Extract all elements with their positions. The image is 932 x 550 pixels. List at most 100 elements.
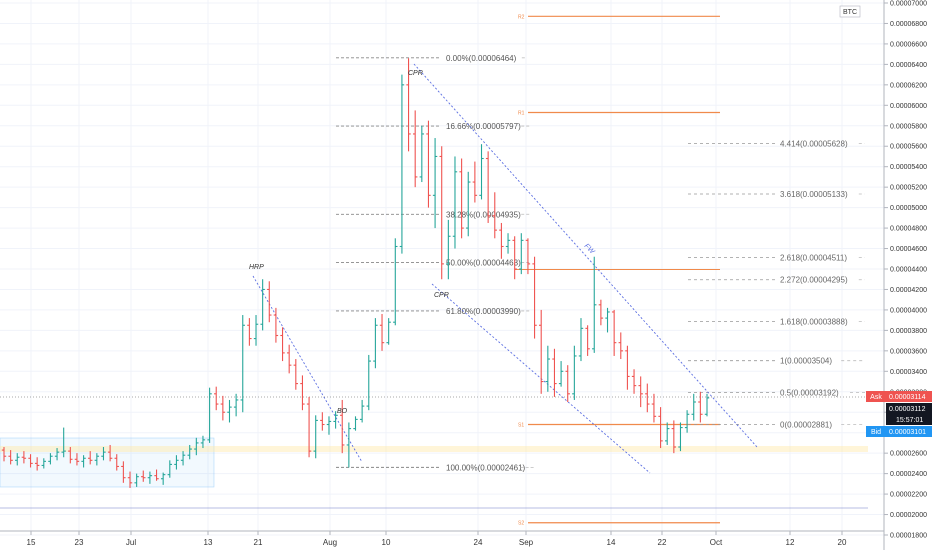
candle bbox=[15, 453, 20, 466]
price-tags: Ask 0.00003114 0.00003112 15:57:01 Bid 0… bbox=[866, 391, 932, 437]
candle bbox=[638, 376, 643, 408]
y-tick-label: 0.00005600 bbox=[890, 144, 927, 151]
bid-label: Bid bbox=[871, 429, 881, 436]
x-tick-label: 21 bbox=[254, 538, 263, 547]
x-tick-label: 23 bbox=[75, 538, 84, 547]
candle bbox=[519, 233, 524, 275]
bid-price: 0.00003101 bbox=[889, 429, 926, 436]
candle bbox=[492, 192, 497, 239]
candle bbox=[585, 325, 590, 356]
y-tick-label: 0.00007000 bbox=[890, 1, 927, 8]
candle bbox=[704, 393, 710, 417]
support-band bbox=[0, 446, 868, 452]
ext-level-label: 0(0.00002881) bbox=[780, 420, 832, 429]
candle bbox=[505, 233, 511, 254]
candle bbox=[41, 458, 46, 469]
fib-retracement: 0.00%(0.00006464) 16.66%(0.00005797) 38.28… bbox=[336, 54, 534, 472]
x-tick-label: 14 bbox=[607, 538, 616, 547]
candle bbox=[167, 460, 173, 478]
candle bbox=[340, 399, 345, 454]
candle bbox=[187, 444, 192, 460]
candle bbox=[373, 318, 378, 369]
candle bbox=[200, 435, 206, 449]
ext-level-label: 4.414(0.00005628) bbox=[780, 139, 848, 148]
candle bbox=[68, 447, 73, 464]
y-tick-label: 0.00003800 bbox=[890, 328, 927, 335]
candle bbox=[300, 375, 305, 411]
fib-extension: 4.414(0.00005628) 3.618(0.00005133) 2.618(… bbox=[688, 139, 865, 429]
candle bbox=[101, 447, 106, 461]
candle bbox=[359, 399, 365, 423]
candle bbox=[28, 454, 33, 468]
candle bbox=[366, 354, 371, 411]
candle bbox=[565, 365, 570, 402]
annotation-bo: BO bbox=[337, 408, 348, 415]
range-label: S1 bbox=[518, 423, 524, 429]
candle bbox=[545, 345, 551, 392]
candle bbox=[472, 161, 478, 203]
price-axis-bg bbox=[884, 0, 932, 550]
y-tick-label: 0.00006000 bbox=[890, 103, 927, 110]
candle bbox=[61, 427, 66, 458]
candle bbox=[631, 369, 637, 394]
fib-level-label: 38.28%(0.00004935) bbox=[446, 210, 521, 219]
candle bbox=[512, 236, 517, 280]
candle bbox=[214, 386, 219, 411]
y-tick-label: 0.00006800 bbox=[890, 21, 927, 28]
candle bbox=[671, 420, 677, 454]
candle bbox=[592, 256, 597, 353]
candle bbox=[247, 318, 252, 346]
candle bbox=[618, 332, 623, 360]
candle bbox=[485, 151, 491, 223]
ask-price-tag bbox=[886, 391, 932, 402]
candle bbox=[684, 410, 690, 433]
candle bbox=[174, 455, 179, 470]
candle bbox=[273, 307, 279, 343]
ext-level-label: 0.5(0.00003192) bbox=[780, 389, 839, 398]
candle bbox=[499, 222, 504, 259]
x-tick-label: Jul bbox=[126, 538, 136, 547]
ext-level-label: 2.272(0.00004295) bbox=[780, 276, 848, 285]
y-tick-label: 0.00002400 bbox=[890, 471, 927, 478]
candle bbox=[439, 146, 444, 280]
candle bbox=[54, 448, 60, 461]
candle bbox=[313, 415, 318, 459]
y-tick-label: 0.00004200 bbox=[890, 287, 927, 294]
consolidation-box bbox=[0, 437, 215, 488]
candle bbox=[286, 344, 292, 374]
candle bbox=[127, 471, 133, 488]
x-tick-label: 12 bbox=[786, 538, 795, 547]
candle bbox=[134, 473, 139, 487]
y-tick-label: 0.00006600 bbox=[890, 41, 927, 48]
candle bbox=[558, 361, 564, 387]
candle bbox=[386, 318, 391, 345]
candle bbox=[353, 416, 358, 431]
x-tick-label: 13 bbox=[204, 538, 213, 547]
x-tick-label: 15 bbox=[27, 538, 36, 547]
candle bbox=[572, 345, 577, 400]
candle bbox=[220, 395, 226, 421]
candle bbox=[280, 327, 285, 362]
candle bbox=[107, 444, 113, 462]
ask-price: 0.00003114 bbox=[889, 394, 926, 401]
candle bbox=[466, 171, 471, 237]
candle bbox=[665, 422, 670, 445]
candle bbox=[552, 348, 557, 397]
candle bbox=[346, 422, 352, 468]
candle bbox=[658, 407, 663, 449]
candle bbox=[320, 412, 325, 431]
candle bbox=[525, 238, 531, 275]
candle bbox=[459, 158, 464, 239]
candle bbox=[306, 396, 312, 458]
last-price-tag bbox=[886, 403, 932, 425]
last-price: 0.00003112 bbox=[889, 406, 926, 413]
fib-level-label: 100.00%(0.00002461) bbox=[446, 463, 526, 472]
fib-level-label: 0.00%(0.00006464) bbox=[446, 54, 517, 63]
currency-label: BTC bbox=[843, 9, 857, 16]
ext-level-label: 2.618(0.00004511) bbox=[780, 254, 847, 263]
candles bbox=[1, 58, 710, 488]
y-tick-label: 0.00006200 bbox=[890, 82, 927, 89]
candle bbox=[605, 307, 610, 333]
